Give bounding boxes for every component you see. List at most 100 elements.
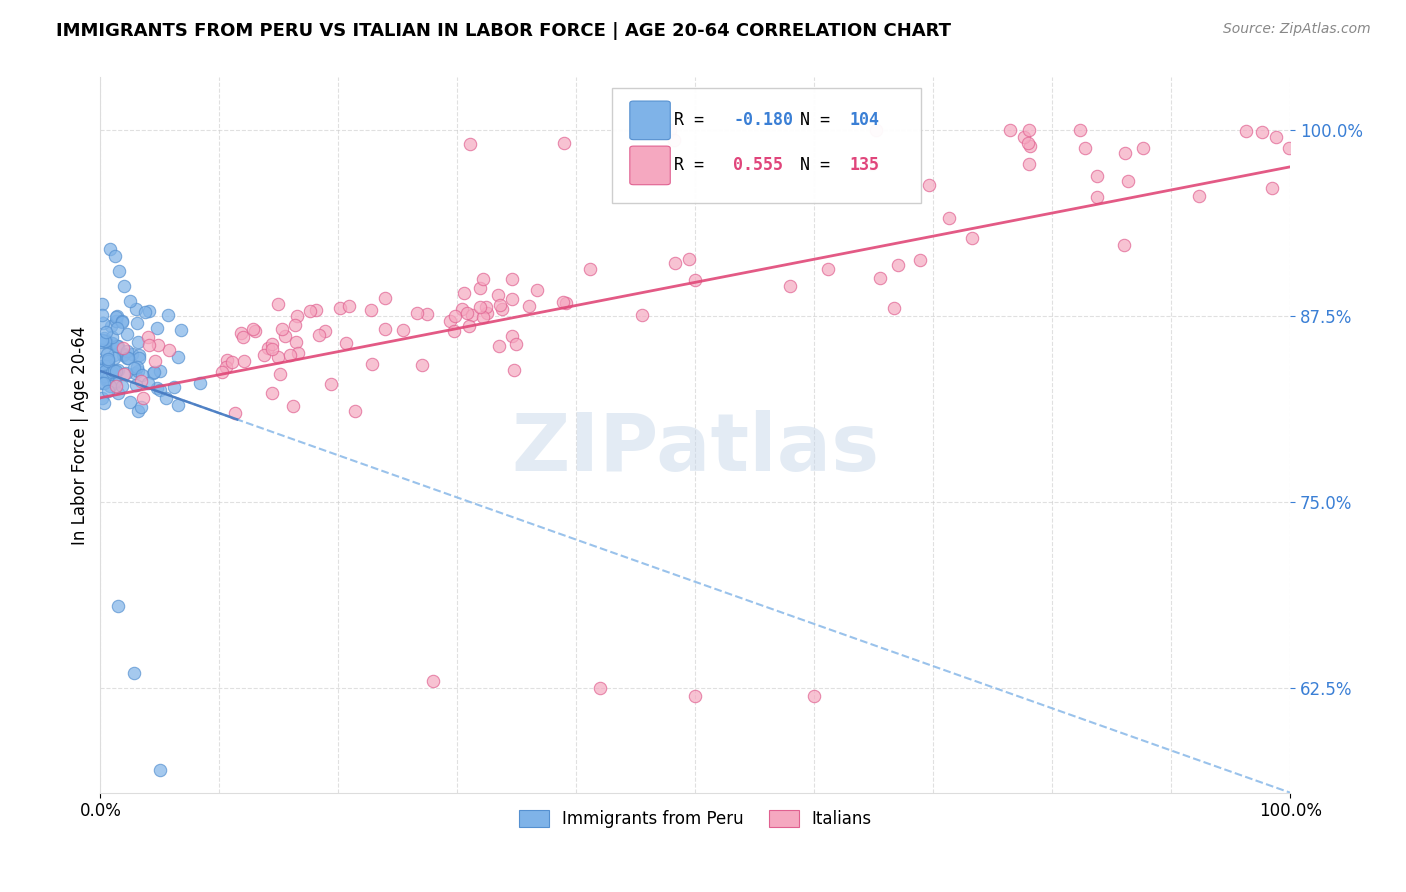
Point	[134, 304, 156, 318]
Point	[117, 351, 139, 365]
Point	[107, 599, 129, 614]
Point	[94, 373, 117, 387]
Point	[269, 367, 291, 381]
Point	[122, 361, 145, 376]
Point	[118, 395, 141, 409]
Point	[111, 378, 134, 392]
Point	[281, 399, 304, 413]
Point	[107, 386, 129, 401]
Point	[683, 689, 706, 703]
Point	[257, 341, 280, 355]
Point	[125, 378, 148, 392]
Point	[1278, 141, 1301, 155]
Point	[90, 308, 112, 322]
Point	[503, 362, 526, 376]
Point	[882, 301, 904, 316]
Text: R =: R =	[673, 112, 714, 129]
Point	[551, 295, 574, 310]
Text: 104: 104	[851, 112, 880, 129]
Point	[659, 122, 682, 136]
Point	[94, 325, 117, 339]
Point	[1132, 140, 1154, 154]
Point	[211, 365, 233, 379]
Point	[143, 353, 166, 368]
Point	[96, 347, 118, 361]
Point	[458, 137, 481, 152]
Point	[127, 404, 149, 418]
Point	[93, 396, 115, 410]
Point	[190, 376, 212, 391]
Point	[589, 681, 612, 696]
Point	[105, 310, 128, 324]
Point	[107, 363, 129, 377]
Point	[443, 325, 465, 339]
Point	[157, 308, 180, 322]
Point	[129, 374, 152, 388]
Point	[489, 298, 512, 312]
Point	[444, 309, 467, 323]
Point	[111, 348, 134, 362]
Point	[112, 347, 135, 361]
Point	[779, 279, 801, 293]
Text: IMMIGRANTS FROM PERU VS ITALIAN IN LABOR FORCE | AGE 20-64 CORRELATION CHART: IMMIGRANTS FROM PERU VS ITALIAN IN LABOR…	[56, 22, 952, 40]
Point	[461, 308, 484, 322]
Point	[91, 363, 114, 377]
Point	[100, 318, 122, 333]
Point	[132, 391, 155, 405]
Point	[169, 323, 191, 337]
Point	[1018, 122, 1040, 136]
Point	[664, 256, 686, 270]
Point	[938, 211, 960, 226]
Point	[260, 343, 283, 357]
Point	[1261, 180, 1284, 194]
Point	[100, 379, 122, 393]
Point	[319, 376, 342, 391]
Point	[344, 403, 367, 417]
Point	[138, 303, 160, 318]
Point	[149, 384, 172, 398]
Point	[90, 333, 112, 347]
Point	[260, 386, 283, 401]
Point	[94, 334, 117, 348]
Point	[285, 309, 308, 323]
Point	[517, 299, 540, 313]
Point	[1114, 146, 1136, 161]
Point	[93, 342, 115, 356]
Point	[1018, 157, 1040, 171]
Point	[117, 344, 139, 359]
Point	[260, 337, 283, 351]
Point	[129, 400, 152, 414]
Point	[253, 348, 276, 362]
Point	[451, 301, 474, 316]
Point	[91, 376, 114, 390]
Point	[91, 316, 114, 330]
Point	[97, 357, 120, 371]
Point	[817, 262, 839, 277]
Point	[105, 379, 128, 393]
Point	[127, 360, 149, 375]
Point	[439, 313, 461, 327]
Point	[90, 368, 112, 382]
Point	[108, 264, 131, 278]
Point	[488, 339, 510, 353]
Text: N =: N =	[800, 112, 839, 129]
Point	[114, 366, 136, 380]
Point	[121, 346, 143, 360]
Point	[1085, 190, 1108, 204]
Point	[122, 666, 145, 681]
Point	[93, 331, 115, 345]
Point	[90, 367, 112, 381]
Text: 135: 135	[851, 156, 880, 175]
Point	[146, 321, 169, 335]
Text: -0.180: -0.180	[734, 112, 793, 129]
Point	[101, 365, 124, 379]
Point	[960, 231, 983, 245]
Point	[314, 324, 336, 338]
Point	[166, 398, 188, 412]
Point	[103, 364, 125, 378]
Point	[163, 379, 186, 393]
FancyBboxPatch shape	[630, 146, 671, 185]
Point	[869, 271, 891, 285]
Point	[267, 296, 290, 310]
Point	[1017, 136, 1039, 151]
